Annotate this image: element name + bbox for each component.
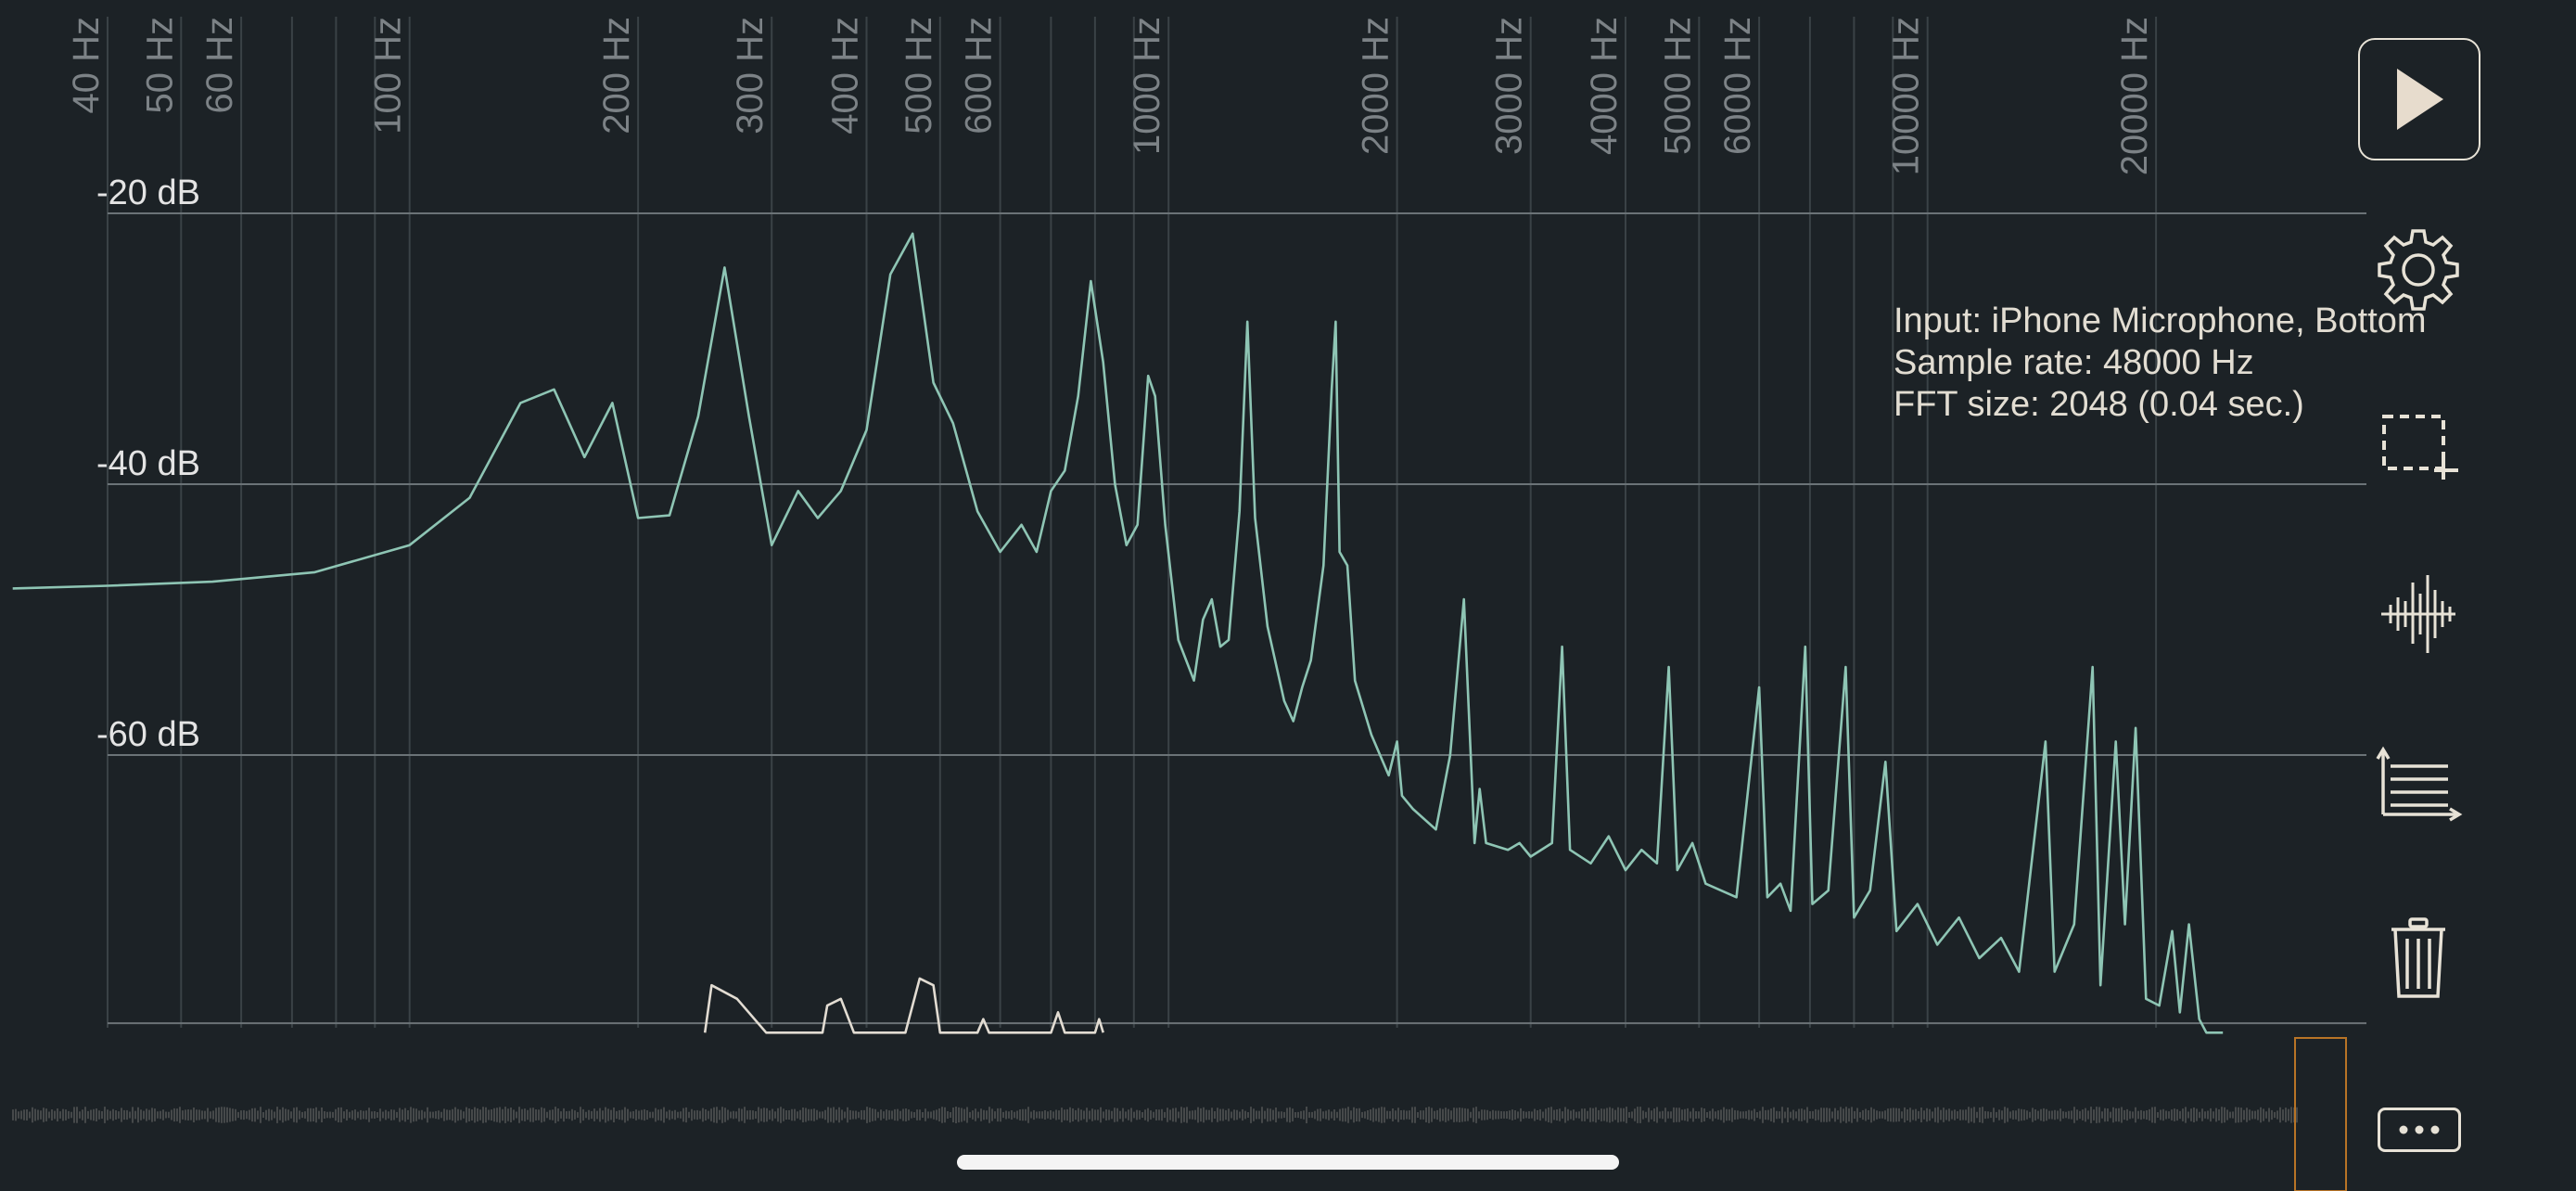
freq-tick-label: 10000 Hz: [1886, 17, 1927, 175]
freq-tick-label: 60 Hz: [199, 17, 240, 114]
freq-tick-label: 40 Hz: [66, 17, 107, 114]
db-tick-label: -60 dB: [96, 715, 200, 754]
waveform-selection[interactable]: [2294, 1037, 2347, 1191]
db-tick-label: -40 dB: [96, 444, 200, 483]
frequency-gridlines: [107, 17, 2158, 1028]
sample-rate: Sample rate: 48000 Hz: [1894, 343, 2254, 382]
freq-tick-label: 2000 Hz: [1356, 17, 1396, 155]
ellipsis-icon: [2399, 1125, 2440, 1134]
freq-tick-label: 400 Hz: [825, 17, 866, 134]
freq-tick-label: 4000 Hz: [1584, 17, 1625, 155]
db-tick-label: -20 dB: [96, 173, 200, 212]
spectrum-line: [12, 232, 2224, 1034]
freq-tick-label: 6000 Hz: [1717, 17, 1758, 155]
clear-button[interactable]: [2367, 907, 2469, 1009]
play-icon: [2397, 69, 2443, 130]
more-button[interactable]: [2378, 1108, 2461, 1152]
spectrum-series: [12, 232, 2224, 1034]
waveform-trace: [12, 1107, 2298, 1123]
freq-tick-label: 600 Hz: [959, 17, 1000, 134]
peak-hold-line: [703, 977, 1104, 1034]
freq-tick-label: 5000 Hz: [1657, 17, 1698, 155]
gear-icon: [2378, 229, 2459, 311]
selection-icon: [2382, 415, 2458, 480]
freq-tick-label: 100 Hz: [368, 17, 409, 134]
select-region-button[interactable]: [2367, 393, 2469, 495]
play-button[interactable]: [2358, 38, 2480, 160]
waveform-icon: [2381, 575, 2455, 653]
frequency-axis-labels: 40 Hz 50 Hz 60 Hz 100 Hz 200 Hz 300 Hz 400 Hz 5…: [66, 17, 2155, 175]
freq-tick-label: 200 Hz: [596, 17, 637, 134]
freq-tick-label: 1000 Hz: [1127, 17, 1167, 155]
input-info: Input: iPhone Microphone, Bottom Sample …: [1894, 301, 2427, 426]
waveform-overview[interactable]: [0, 1037, 2576, 1191]
settings-button[interactable]: [2367, 219, 2469, 321]
freq-tick-label: 300 Hz: [730, 17, 771, 134]
level-gridlines: [108, 212, 2366, 1025]
axes-button[interactable]: [2367, 733, 2469, 835]
freq-tick-label: 50 Hz: [139, 17, 180, 114]
fft-size: FFT size: 2048 (0.04 sec.): [1894, 385, 2304, 424]
home-indicator: [957, 1155, 1619, 1170]
trash-icon: [2391, 917, 2445, 998]
freq-tick-label: 20000 Hz: [2114, 17, 2155, 175]
level-axis-labels: -20 dB -40 dB -60 dB: [96, 173, 200, 754]
waveform-path: [12, 1107, 2298, 1123]
freq-tick-label: 3000 Hz: [1489, 17, 1530, 155]
axes-icon: [2376, 746, 2463, 822]
input-device: Input: iPhone Microphone, Bottom: [1894, 301, 2427, 340]
freq-tick-label: 500 Hz: [899, 17, 939, 134]
waveform-button[interactable]: [2367, 563, 2469, 665]
